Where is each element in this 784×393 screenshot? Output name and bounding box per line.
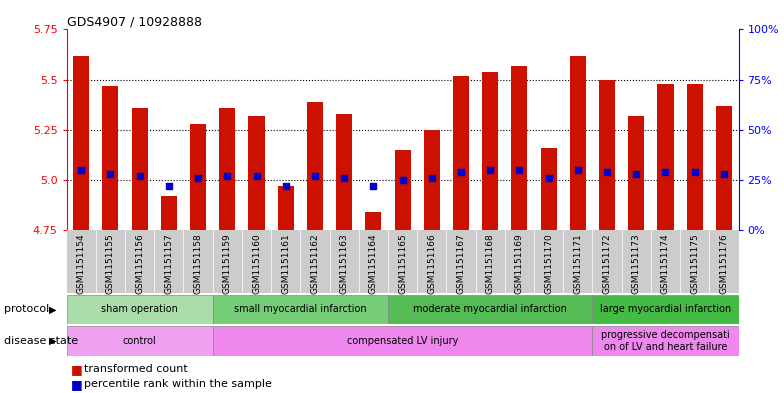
Text: disease state: disease state [4, 336, 78, 346]
Bar [716, 106, 732, 230]
Bar [424, 130, 440, 230]
Point [514, 167, 526, 173]
Text: GSM1151158: GSM1151158 [194, 233, 202, 294]
Point [104, 171, 117, 177]
Bar [593, 295, 739, 324]
Text: GSM1151169: GSM1151169 [515, 233, 524, 294]
Point [221, 173, 234, 179]
Point [338, 174, 350, 181]
Text: GSM1151156: GSM1151156 [135, 233, 144, 294]
Point [133, 173, 146, 179]
Bar [658, 84, 673, 230]
Bar [67, 295, 212, 324]
Text: ■: ■ [71, 378, 82, 391]
Text: GSM1151176: GSM1151176 [720, 233, 728, 294]
Point [543, 174, 555, 181]
Bar [278, 186, 294, 230]
Bar [307, 102, 323, 230]
Text: GSM1151170: GSM1151170 [544, 233, 554, 294]
Bar [687, 84, 702, 230]
Text: protocol: protocol [4, 305, 49, 314]
Point [659, 169, 672, 175]
Bar [541, 148, 557, 230]
Text: GSM1151155: GSM1151155 [106, 233, 115, 294]
Point [162, 183, 175, 189]
Point [250, 173, 263, 179]
Bar [132, 108, 147, 230]
Point [367, 183, 379, 189]
Bar [212, 326, 593, 356]
Text: GSM1151174: GSM1151174 [661, 233, 670, 294]
Text: GSM1151167: GSM1151167 [456, 233, 466, 294]
Bar [161, 196, 177, 230]
Bar [511, 66, 528, 230]
Text: ▶: ▶ [49, 305, 56, 314]
Point [192, 174, 205, 181]
Bar [190, 124, 206, 230]
Text: GSM1151172: GSM1151172 [603, 233, 612, 294]
Text: ▶: ▶ [49, 336, 56, 346]
Point [572, 167, 584, 173]
Bar [570, 55, 586, 230]
Bar [388, 295, 593, 324]
Bar [212, 295, 388, 324]
Bar [67, 326, 212, 356]
Text: GSM1151166: GSM1151166 [427, 233, 437, 294]
Bar [365, 212, 381, 230]
Text: GSM1151157: GSM1151157 [165, 233, 173, 294]
Text: moderate myocardial infarction: moderate myocardial infarction [413, 305, 567, 314]
Point [484, 167, 496, 173]
Bar [482, 72, 499, 230]
Text: GSM1151168: GSM1151168 [486, 233, 495, 294]
Point [426, 174, 438, 181]
Text: GDS4907 / 10928888: GDS4907 / 10928888 [67, 15, 201, 28]
Text: control: control [123, 336, 157, 346]
Bar [394, 150, 411, 230]
Text: compensated LV injury: compensated LV injury [347, 336, 459, 346]
Point [309, 173, 321, 179]
Bar [453, 75, 469, 230]
Text: percentile rank within the sample: percentile rank within the sample [84, 379, 272, 389]
Text: GSM1151165: GSM1151165 [398, 233, 407, 294]
Text: GSM1151162: GSM1151162 [310, 233, 319, 294]
Bar [249, 116, 264, 230]
Text: GSM1151173: GSM1151173 [632, 233, 641, 294]
Bar [628, 116, 644, 230]
Point [455, 169, 467, 175]
Text: large myocardial infarction: large myocardial infarction [600, 305, 731, 314]
Text: GSM1151164: GSM1151164 [368, 233, 378, 294]
Point [630, 171, 643, 177]
Bar [336, 114, 352, 230]
Text: transformed count: transformed count [84, 364, 187, 375]
Text: progressive decompensati
on of LV and heart failure: progressive decompensati on of LV and he… [601, 330, 730, 352]
Bar [73, 55, 89, 230]
Bar [599, 79, 615, 230]
Text: GSM1151175: GSM1151175 [690, 233, 699, 294]
Point [396, 176, 408, 183]
Text: GSM1151163: GSM1151163 [339, 233, 349, 294]
Text: GSM1151154: GSM1151154 [77, 233, 85, 294]
Text: GSM1151171: GSM1151171 [573, 233, 583, 294]
Point [688, 169, 701, 175]
Text: GSM1151160: GSM1151160 [252, 233, 261, 294]
Point [279, 183, 292, 189]
Text: sham operation: sham operation [101, 305, 178, 314]
Point [601, 169, 613, 175]
Text: ■: ■ [71, 363, 82, 376]
Bar [593, 326, 739, 356]
Bar [103, 86, 118, 230]
Text: GSM1151161: GSM1151161 [281, 233, 290, 294]
Text: GSM1151159: GSM1151159 [223, 233, 232, 294]
Text: small myocardial infarction: small myocardial infarction [234, 305, 367, 314]
Point [717, 171, 730, 177]
Point [75, 167, 88, 173]
Bar [220, 108, 235, 230]
